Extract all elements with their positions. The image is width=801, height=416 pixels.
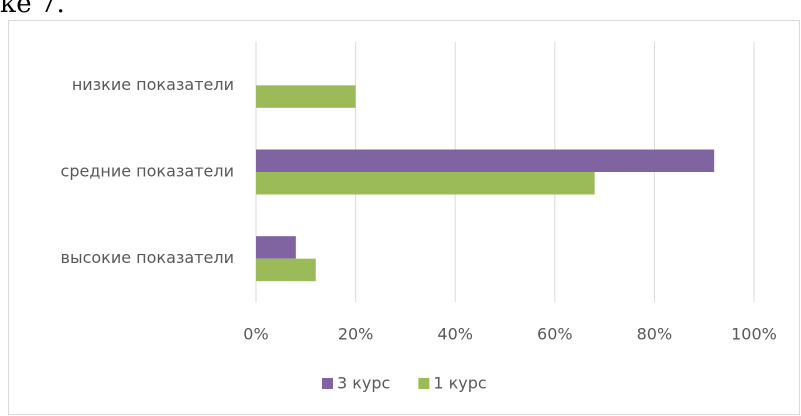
x-tick-label: 100% bbox=[731, 325, 777, 344]
legend-label: 3 курс bbox=[337, 374, 390, 393]
x-tick-label: 0% bbox=[243, 325, 268, 344]
bar bbox=[256, 258, 316, 282]
heading: ке 7. bbox=[0, 0, 65, 19]
bar bbox=[256, 172, 595, 195]
legend-swatch bbox=[322, 378, 333, 389]
y-tick-label: средние показатели bbox=[61, 162, 234, 181]
y-tick-label: низкие показатели bbox=[72, 75, 234, 94]
legend-label: 1 курс bbox=[433, 374, 486, 393]
x-tick-label: 20% bbox=[338, 325, 374, 344]
bar bbox=[256, 85, 356, 108]
chart-border bbox=[8, 20, 800, 415]
y-tick-label: высокие показатели bbox=[61, 248, 234, 267]
bar bbox=[256, 236, 296, 259]
x-tick-label: 40% bbox=[437, 325, 473, 344]
x-tick-label: 80% bbox=[637, 325, 673, 344]
bar bbox=[256, 149, 715, 172]
x-tick-label: 60% bbox=[537, 325, 573, 344]
legend-swatch bbox=[418, 378, 430, 389]
